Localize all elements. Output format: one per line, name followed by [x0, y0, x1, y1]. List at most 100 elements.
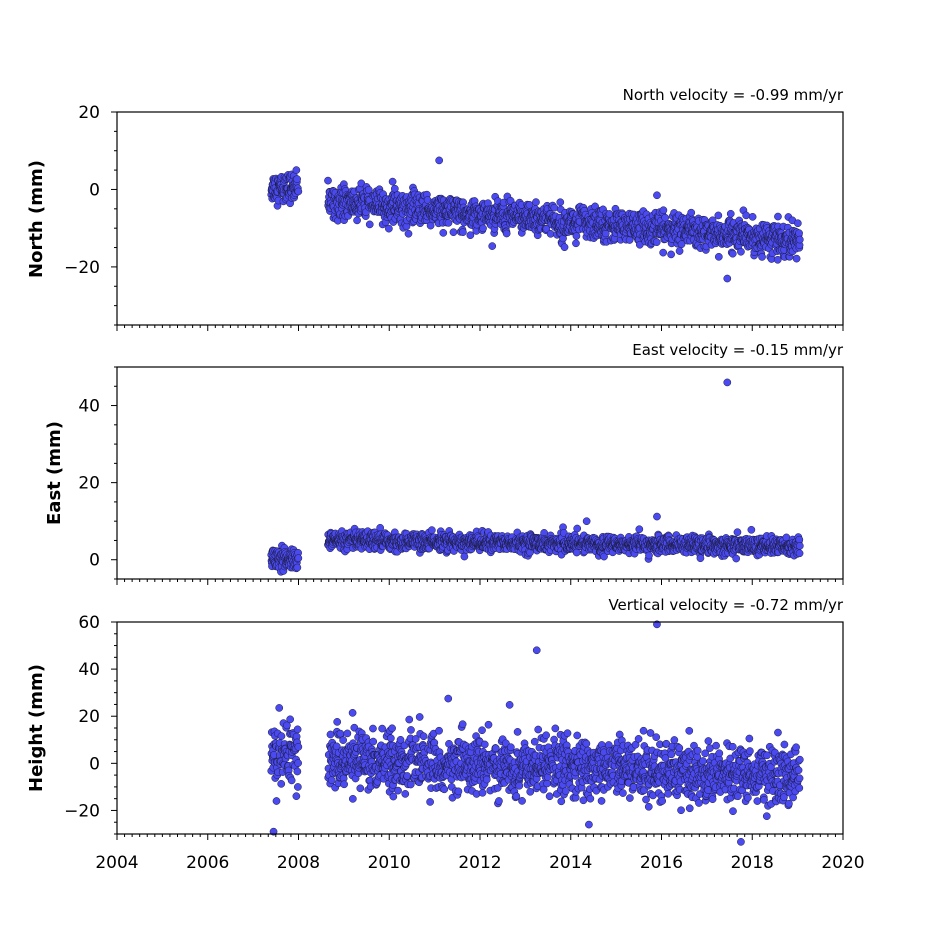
data-point	[542, 225, 551, 233]
data-point	[286, 715, 295, 724]
data-point	[726, 209, 735, 218]
data-point	[426, 798, 434, 806]
outlier-point	[723, 378, 732, 387]
data-point	[385, 224, 393, 233]
east-panel: East velocity = -0.15 mm/yr East (mm) 0 …	[44, 341, 844, 585]
data-point	[369, 724, 377, 733]
data-point	[634, 735, 643, 743]
data-point	[340, 780, 348, 789]
data-point	[795, 235, 804, 244]
data-point	[635, 525, 644, 534]
data-point	[394, 786, 402, 795]
data-point	[293, 563, 302, 572]
data-point	[294, 743, 303, 751]
y-tick-label: −20	[64, 801, 100, 821]
data-point	[460, 552, 469, 561]
data-point	[348, 795, 357, 803]
data-point	[532, 198, 540, 206]
data-point	[748, 212, 757, 221]
data-point	[652, 238, 661, 247]
data-point	[327, 776, 336, 784]
data-point	[293, 175, 301, 183]
data-point	[287, 776, 296, 785]
data-point	[505, 701, 514, 709]
data-point	[560, 243, 569, 252]
data-point	[530, 737, 539, 746]
data-point	[277, 780, 286, 788]
data-point	[356, 784, 365, 793]
data-point	[550, 203, 559, 212]
data-point	[543, 779, 551, 788]
data-point	[774, 212, 782, 221]
data-point	[293, 767, 302, 776]
data-point	[792, 254, 801, 263]
data-point	[293, 725, 302, 734]
data-point	[793, 219, 802, 228]
y-tick-label: 0	[89, 551, 100, 571]
data-point	[480, 740, 489, 749]
vertical-velocity-label: Vertical velocity = -0.72 mm/yr	[608, 596, 843, 614]
data-point	[556, 198, 565, 207]
outlier-point	[653, 191, 661, 200]
data-point	[459, 228, 467, 237]
height-data-points	[267, 620, 804, 846]
data-point	[546, 229, 555, 238]
y-tick-label: 20	[78, 474, 100, 494]
data-point	[478, 788, 487, 797]
height-ticks	[111, 621, 844, 840]
outlier-point	[435, 156, 444, 165]
east-y-tick-labels: 0 20 40	[78, 397, 100, 571]
data-point	[336, 729, 345, 738]
data-point	[572, 239, 580, 248]
data-point	[495, 797, 503, 805]
data-point	[378, 724, 387, 733]
data-point	[667, 250, 675, 259]
y-tick-label: 60	[78, 613, 100, 633]
data-point	[572, 232, 581, 240]
data-point	[387, 734, 395, 743]
data-point	[435, 726, 443, 735]
y-tick-label: 20	[78, 707, 100, 727]
east-y-axis-title: East (mm)	[44, 421, 65, 525]
data-point	[597, 797, 606, 805]
data-point	[388, 724, 396, 733]
data-point	[737, 247, 745, 256]
data-point	[428, 526, 436, 534]
data-point	[687, 208, 696, 217]
data-point	[343, 729, 352, 738]
data-point	[430, 738, 439, 747]
east-velocity-label: East velocity = -0.15 mm/yr	[632, 341, 844, 359]
data-point	[401, 790, 410, 798]
data-point	[365, 220, 374, 229]
data-point	[294, 759, 302, 767]
height-panel: Vertical velocity = -0.72 mm/yr Height (…	[26, 596, 865, 873]
data-point	[639, 726, 648, 735]
data-point	[415, 713, 424, 721]
data-point	[557, 797, 566, 806]
data-point	[339, 736, 347, 744]
data-point	[534, 725, 543, 734]
data-point	[406, 780, 415, 789]
data-point	[758, 253, 766, 261]
data-point	[292, 166, 301, 174]
data-point	[353, 216, 361, 225]
data-point	[458, 720, 467, 729]
data-point	[586, 794, 595, 803]
data-point	[677, 240, 686, 249]
data-point	[333, 718, 342, 726]
data-point	[277, 732, 286, 740]
north-data-points	[267, 156, 804, 283]
data-point	[364, 185, 373, 194]
y-tick-label: −20	[64, 258, 100, 278]
data-point	[747, 525, 756, 534]
data-point	[482, 775, 491, 784]
data-point	[542, 731, 550, 740]
data-point	[444, 219, 453, 227]
data-point	[619, 789, 627, 797]
data-point	[502, 229, 511, 238]
y-tick-label: 0	[89, 180, 100, 200]
data-point	[626, 794, 634, 802]
data-point	[484, 720, 493, 729]
data-point	[294, 783, 302, 791]
data-point	[294, 187, 303, 196]
